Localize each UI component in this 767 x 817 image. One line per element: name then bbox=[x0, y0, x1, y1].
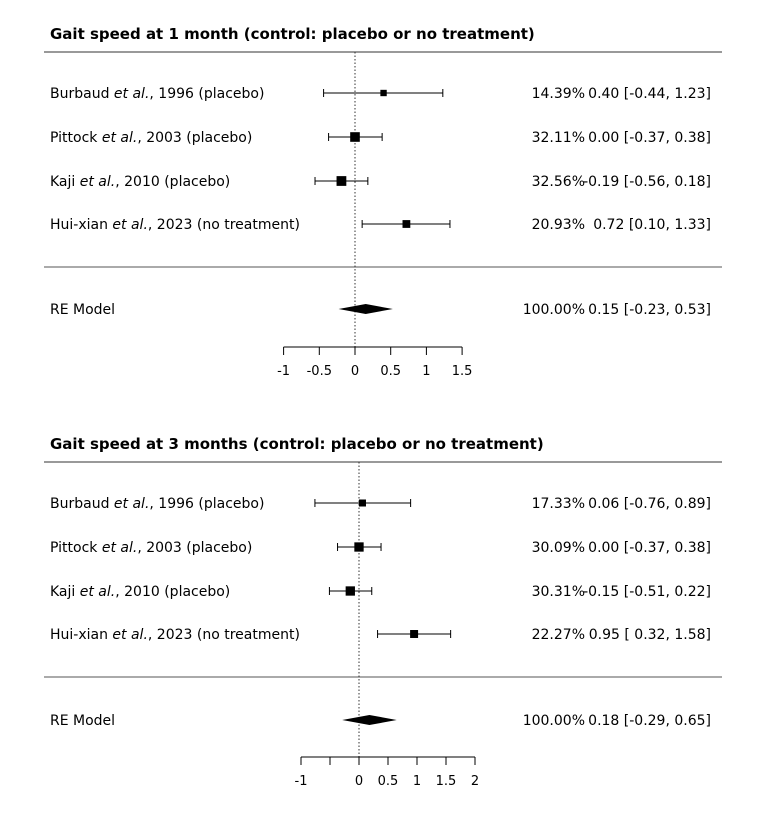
study-ci: 0.00 [-0.37, 0.38] bbox=[588, 540, 711, 556]
forest-panel-1: Gait speed at 1 month (control: placebo … bbox=[44, 25, 722, 379]
study-ci: -0.19 [-0.56, 0.18] bbox=[583, 174, 711, 190]
summary-label: RE Model bbox=[50, 713, 115, 729]
study-year-note: , 1996 (placebo) bbox=[149, 86, 264, 102]
study-et-al: et al. bbox=[114, 86, 149, 102]
summary-diamond bbox=[342, 715, 397, 725]
x-axis-tick-label: 0 bbox=[355, 774, 363, 789]
study-weight: 32.11% bbox=[532, 130, 585, 146]
x-axis-tick-label: 2 bbox=[471, 774, 479, 789]
study-weight: 17.33% bbox=[532, 496, 585, 512]
study-weight: 32.56% bbox=[532, 174, 585, 190]
x-axis-tick-label: 0 bbox=[351, 364, 359, 379]
point-estimate bbox=[402, 220, 411, 228]
study-year-note: , 1996 (placebo) bbox=[149, 496, 264, 512]
x-axis-tick-label: 0.5 bbox=[380, 364, 401, 379]
x-axis-tick-label: 0.5 bbox=[378, 774, 399, 789]
summary-ci: 0.15 [-0.23, 0.53] bbox=[588, 302, 711, 318]
study-author: Pittock bbox=[50, 130, 102, 146]
study-author: Burbaud bbox=[50, 496, 114, 512]
study-et-al: et al. bbox=[102, 540, 137, 556]
study-ci: 0.72 [0.10, 1.33] bbox=[593, 217, 711, 233]
study-author: Burbaud bbox=[50, 86, 114, 102]
point-estimate bbox=[358, 499, 366, 507]
study-author: Pittock bbox=[50, 540, 102, 556]
study-et-al: et al. bbox=[114, 496, 149, 512]
study-label: Pittock et al., 2003 (placebo) bbox=[50, 130, 252, 146]
study-author: Hui-xian bbox=[50, 627, 112, 643]
forest-panel-2: Gait speed at 3 months (control: placebo… bbox=[44, 435, 722, 789]
study-label: Burbaud et al., 1996 (placebo) bbox=[50, 86, 264, 102]
x-axis-tick-label: 1.5 bbox=[436, 774, 457, 789]
study-weight: 14.39% bbox=[532, 86, 585, 102]
point-estimate bbox=[350, 132, 360, 142]
study-et-al: et al. bbox=[102, 130, 137, 146]
study-ci: 0.40 [-0.44, 1.23] bbox=[588, 86, 711, 102]
study-weight: 30.31% bbox=[532, 584, 585, 600]
study-year-note: , 2003 (placebo) bbox=[137, 130, 252, 146]
x-axis-tick-label: -1 bbox=[295, 774, 308, 789]
study-label: Kaji et al., 2010 (placebo) bbox=[50, 584, 230, 600]
study-year-note: , 2023 (no treatment) bbox=[148, 627, 300, 643]
x-axis-tick-label: 1 bbox=[413, 774, 421, 789]
point-estimate bbox=[336, 176, 347, 186]
point-estimate bbox=[410, 630, 419, 638]
study-label: Hui-xian et al., 2023 (no treatment) bbox=[50, 627, 300, 643]
study-label: Pittock et al., 2003 (placebo) bbox=[50, 540, 252, 556]
study-year-note: , 2003 (placebo) bbox=[137, 540, 252, 556]
x-axis-tick-label: 1 bbox=[422, 364, 430, 379]
study-et-al: et al. bbox=[112, 627, 147, 643]
summary-diamond bbox=[338, 304, 393, 314]
study-weight: 30.09% bbox=[532, 540, 585, 556]
study-year-note: , 2010 (placebo) bbox=[115, 174, 230, 190]
study-et-al: et al. bbox=[80, 584, 115, 600]
point-estimate bbox=[345, 586, 355, 596]
study-ci: 0.95 [ 0.32, 1.58] bbox=[589, 627, 711, 643]
study-ci: -0.15 [-0.51, 0.22] bbox=[583, 584, 711, 600]
study-ci: 0.06 [-0.76, 0.89] bbox=[588, 496, 711, 512]
study-weight: 20.93% bbox=[532, 217, 585, 233]
summary-weight: 100.00% bbox=[523, 302, 585, 318]
point-estimate bbox=[380, 89, 387, 97]
study-author: Hui-xian bbox=[50, 217, 112, 233]
x-axis-tick-label: -0.5 bbox=[307, 364, 332, 379]
x-axis-tick-label: 1.5 bbox=[452, 364, 473, 379]
study-ci: 0.00 [-0.37, 0.38] bbox=[588, 130, 711, 146]
study-et-al: et al. bbox=[80, 174, 115, 190]
panel-title: Gait speed at 3 months (control: placebo… bbox=[50, 435, 544, 453]
study-et-al: et al. bbox=[112, 217, 147, 233]
summary-weight: 100.00% bbox=[523, 713, 585, 729]
study-author: Kaji bbox=[50, 584, 80, 600]
study-label: Kaji et al., 2010 (placebo) bbox=[50, 174, 230, 190]
panel-title: Gait speed at 1 month (control: placebo … bbox=[50, 25, 535, 43]
study-author: Kaji bbox=[50, 174, 80, 190]
study-year-note: , 2023 (no treatment) bbox=[148, 217, 300, 233]
summary-ci: 0.18 [-0.29, 0.65] bbox=[588, 713, 711, 729]
x-axis-tick-label: -1 bbox=[277, 364, 290, 379]
point-estimate bbox=[354, 542, 364, 552]
summary-label: RE Model bbox=[50, 302, 115, 318]
study-label: Burbaud et al., 1996 (placebo) bbox=[50, 496, 264, 512]
study-year-note: , 2010 (placebo) bbox=[115, 584, 230, 600]
study-label: Hui-xian et al., 2023 (no treatment) bbox=[50, 217, 300, 233]
study-weight: 22.27% bbox=[532, 627, 585, 643]
